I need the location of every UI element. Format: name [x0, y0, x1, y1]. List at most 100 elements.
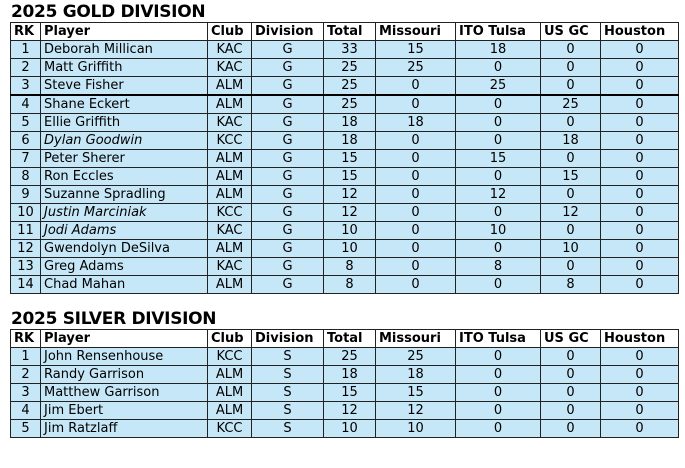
- cell: 25: [323, 58, 376, 77]
- cell: 10: [323, 239, 376, 258]
- cell: 33: [323, 40, 376, 59]
- header-row: RK Player Club Division Total Missouri ITO Tul…: [10, 329, 679, 348]
- player-name: Matthew Garrison: [40, 383, 208, 402]
- player-name: Greg Adams: [40, 257, 208, 276]
- cell: ALM: [207, 185, 252, 204]
- cell: 12: [323, 185, 376, 204]
- player-row: 3 Matthew Garrison ALM S 15 15 0 0 0: [10, 383, 679, 402]
- standings-table: RK Player Club Division Total Missouri ITO Tul…: [10, 329, 679, 438]
- column-header: Division: [251, 22, 324, 41]
- cell: 25: [455, 76, 541, 96]
- cell: 0: [600, 383, 679, 402]
- cell: 0: [540, 419, 601, 438]
- cell: 4: [10, 94, 41, 114]
- player-row: 14 Chad Mahan ALM G 8 0 0 8 0: [10, 275, 679, 294]
- cell: 15: [375, 40, 456, 59]
- table-head: RK Player Club Division Total Missouri ITO Tul…: [10, 329, 679, 348]
- table-head: RK Player Club Division Total Missouri ITO Tul…: [10, 22, 679, 41]
- cell: 1: [10, 347, 41, 366]
- cell: ALM: [207, 239, 252, 258]
- cell: 0: [600, 94, 679, 114]
- cell: 2: [10, 58, 41, 77]
- cell: 0: [455, 383, 541, 402]
- cell: KCC: [207, 347, 252, 366]
- cell: 3: [10, 76, 41, 96]
- cell: 0: [600, 221, 679, 240]
- player-name: Suzanne Spradling: [40, 185, 208, 204]
- cell: ALM: [207, 76, 252, 96]
- player-row: 2 Matt Griffith KAC G 25 25 0 0 0: [10, 58, 679, 77]
- cell: 0: [375, 131, 456, 150]
- cell: 4: [10, 401, 41, 420]
- cell: 12: [540, 203, 601, 222]
- cell: 0: [540, 185, 601, 204]
- player-name: Chad Mahan: [40, 275, 208, 294]
- column-header: US GC: [540, 329, 601, 348]
- cell: G: [251, 149, 324, 168]
- cell: 18: [323, 131, 376, 150]
- cell: KAC: [207, 257, 252, 276]
- column-header: ITO Tulsa: [455, 329, 541, 348]
- cell: 15: [323, 383, 376, 402]
- cell: KAC: [207, 221, 252, 240]
- cell: 0: [600, 185, 679, 204]
- cell: 0: [375, 203, 456, 222]
- cell: 18: [323, 365, 376, 384]
- column-header: Player: [40, 22, 208, 41]
- player-row: 7 Peter Sherer ALM G 15 0 15 0 0: [10, 149, 679, 168]
- cell: 5: [10, 113, 41, 132]
- cell: 0: [540, 401, 601, 420]
- table-body: 1 John Rensenhouse KCC S 25 25 0 0 0 2 Randy Garri…: [10, 347, 679, 438]
- cell: 10: [323, 221, 376, 240]
- column-header: Houston: [600, 329, 679, 348]
- cell: S: [251, 419, 324, 438]
- cell: 15: [540, 167, 601, 186]
- column-header: ITO Tulsa: [455, 22, 541, 41]
- cell: 0: [600, 239, 679, 258]
- cell: 0: [600, 419, 679, 438]
- column-header: RK: [10, 22, 41, 41]
- cell: 7: [10, 149, 41, 168]
- player-name: Ron Eccles: [40, 167, 208, 186]
- cell: KCC: [207, 203, 252, 222]
- cell: ALM: [207, 94, 252, 114]
- cell: 14: [10, 275, 41, 294]
- cell: 0: [600, 113, 679, 132]
- player-name: Peter Sherer: [40, 149, 208, 168]
- cell: 0: [600, 365, 679, 384]
- cell: G: [251, 113, 324, 132]
- cell: G: [251, 185, 324, 204]
- player-name: Randy Garrison: [40, 365, 208, 384]
- cell: 12: [455, 185, 541, 204]
- cell: 6: [10, 131, 41, 150]
- player-name: Justin Marciniak: [40, 203, 208, 222]
- cell: 0: [455, 239, 541, 258]
- cell: G: [251, 76, 324, 96]
- cell: 8: [455, 257, 541, 276]
- cell: 0: [375, 185, 456, 204]
- player-row: 3 Steve Fisher ALM G 25 0 25 0 0: [10, 76, 679, 96]
- cell: G: [251, 221, 324, 240]
- cell: 0: [455, 113, 541, 132]
- cell: 25: [375, 347, 456, 366]
- cell: 5: [10, 419, 41, 438]
- cell: KAC: [207, 113, 252, 132]
- cell: KCC: [207, 131, 252, 150]
- player-row: 8 Ron Eccles ALM G 15 0 0 15 0: [10, 167, 679, 186]
- cell: 0: [600, 347, 679, 366]
- cell: ALM: [207, 167, 252, 186]
- player-row: 6 Dylan Goodwin KCC G 18 0 0 18 0: [10, 131, 679, 150]
- cell: 0: [375, 167, 456, 186]
- cell: 15: [323, 167, 376, 186]
- cell: 2: [10, 365, 41, 384]
- cell: G: [251, 167, 324, 186]
- cell: KCC: [207, 419, 252, 438]
- cell: 8: [10, 167, 41, 186]
- cell: 13: [10, 257, 41, 276]
- player-row: 1 Deborah Millican KAC G 33 15 18 0 0: [10, 40, 679, 59]
- cell: 0: [455, 58, 541, 77]
- player-row: 4 Jim Ebert ALM S 12 12 0 0 0: [10, 401, 679, 420]
- cell: 0: [375, 239, 456, 258]
